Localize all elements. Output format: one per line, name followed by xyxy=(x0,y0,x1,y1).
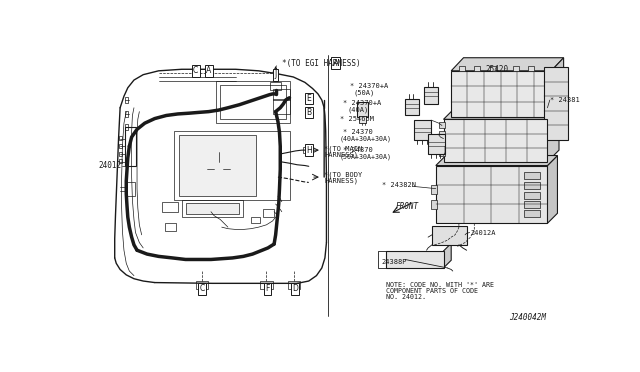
Text: HARNESS): HARNESS) xyxy=(324,151,358,158)
Bar xyxy=(431,185,437,194)
Bar xyxy=(528,66,534,71)
Text: * 24370: * 24370 xyxy=(344,147,373,153)
Bar xyxy=(125,111,128,117)
Bar xyxy=(186,203,239,214)
Bar xyxy=(386,251,444,268)
Bar xyxy=(439,140,445,146)
Bar xyxy=(262,209,274,217)
Text: C: C xyxy=(193,66,198,75)
Polygon shape xyxy=(444,243,451,268)
Bar xyxy=(196,281,208,289)
Bar xyxy=(270,82,281,90)
Bar xyxy=(118,152,122,155)
Text: D: D xyxy=(292,284,298,293)
Bar xyxy=(357,102,368,117)
Text: HARNESS): HARNESS) xyxy=(324,178,358,184)
Text: * 25465M: * 25465M xyxy=(340,116,374,122)
Bar xyxy=(163,202,178,212)
Text: 24012A: 24012A xyxy=(470,230,496,235)
Bar xyxy=(524,201,540,208)
Text: NO. 24012.: NO. 24012. xyxy=(386,294,426,300)
Bar xyxy=(431,200,437,209)
Text: C: C xyxy=(200,284,205,293)
Bar xyxy=(543,67,568,140)
Text: (40A): (40A) xyxy=(348,106,369,113)
Text: * 24370+A: * 24370+A xyxy=(349,83,388,89)
Polygon shape xyxy=(436,155,557,166)
Text: COMPONENT PARTS OF CODE: COMPONENT PARTS OF CODE xyxy=(386,288,477,294)
Bar xyxy=(474,66,481,71)
Bar xyxy=(118,136,122,140)
Bar xyxy=(524,192,540,199)
Bar xyxy=(405,99,419,115)
Text: 24388P: 24388P xyxy=(382,259,408,265)
Bar xyxy=(125,183,135,196)
Bar xyxy=(451,71,551,117)
Text: * 24370+A: * 24370+A xyxy=(344,100,381,106)
Polygon shape xyxy=(451,58,564,71)
Text: * 24381: * 24381 xyxy=(550,97,579,103)
Bar xyxy=(118,159,122,163)
Text: (40A+30A+30A): (40A+30A+30A) xyxy=(340,135,392,142)
Text: *(TO EGI HARNESS): *(TO EGI HARNESS) xyxy=(282,60,360,68)
Text: B: B xyxy=(306,108,311,117)
Text: FRONT: FRONT xyxy=(396,202,419,211)
Bar xyxy=(524,172,540,179)
Text: * 24382N: * 24382N xyxy=(382,182,416,188)
Bar xyxy=(428,134,445,154)
Text: (50A+30A+30A): (50A+30A+30A) xyxy=(340,153,392,160)
Text: (50A): (50A) xyxy=(353,89,374,96)
Polygon shape xyxy=(444,108,559,119)
Text: F: F xyxy=(265,284,269,293)
Bar xyxy=(288,281,300,289)
Bar xyxy=(251,217,260,223)
Text: J: J xyxy=(275,70,276,79)
Text: A: A xyxy=(206,66,211,75)
Bar xyxy=(436,166,547,223)
Bar xyxy=(164,223,176,231)
Bar xyxy=(182,200,243,217)
Bar xyxy=(524,210,540,217)
Bar xyxy=(439,150,445,155)
Text: H: H xyxy=(306,145,312,155)
Bar xyxy=(125,97,128,103)
Bar xyxy=(125,124,128,130)
Bar xyxy=(513,66,519,71)
Bar xyxy=(273,89,289,100)
Polygon shape xyxy=(551,58,564,117)
Text: 25420: 25420 xyxy=(486,65,509,74)
Bar xyxy=(220,85,285,119)
Text: *(TO BODY: *(TO BODY xyxy=(324,171,362,178)
Bar xyxy=(439,131,445,137)
Text: A: A xyxy=(333,59,339,68)
Polygon shape xyxy=(547,155,557,223)
Bar xyxy=(273,99,289,114)
Bar xyxy=(439,122,445,128)
Bar xyxy=(303,147,311,153)
Polygon shape xyxy=(547,108,559,162)
Bar xyxy=(118,144,122,148)
Bar xyxy=(524,182,540,189)
Bar xyxy=(179,135,257,196)
Bar xyxy=(414,120,431,140)
Text: * 24370: * 24370 xyxy=(344,129,373,135)
Bar xyxy=(125,127,136,166)
Bar xyxy=(359,116,367,123)
Text: *(TO MAIN: *(TO MAIN xyxy=(324,145,362,152)
Bar xyxy=(490,66,496,71)
Bar xyxy=(459,66,465,71)
Bar xyxy=(432,225,467,245)
Bar xyxy=(424,87,438,104)
Bar xyxy=(260,281,273,289)
Text: NOTE: CODE NO. WITH '*' ARE: NOTE: CODE NO. WITH '*' ARE xyxy=(386,282,493,288)
Ellipse shape xyxy=(461,183,488,205)
Bar xyxy=(174,131,289,200)
Bar xyxy=(216,81,289,123)
Text: 24012: 24012 xyxy=(99,161,122,170)
Text: E: E xyxy=(307,94,311,103)
Bar xyxy=(444,119,547,162)
Text: J240042M: J240042M xyxy=(509,313,546,322)
